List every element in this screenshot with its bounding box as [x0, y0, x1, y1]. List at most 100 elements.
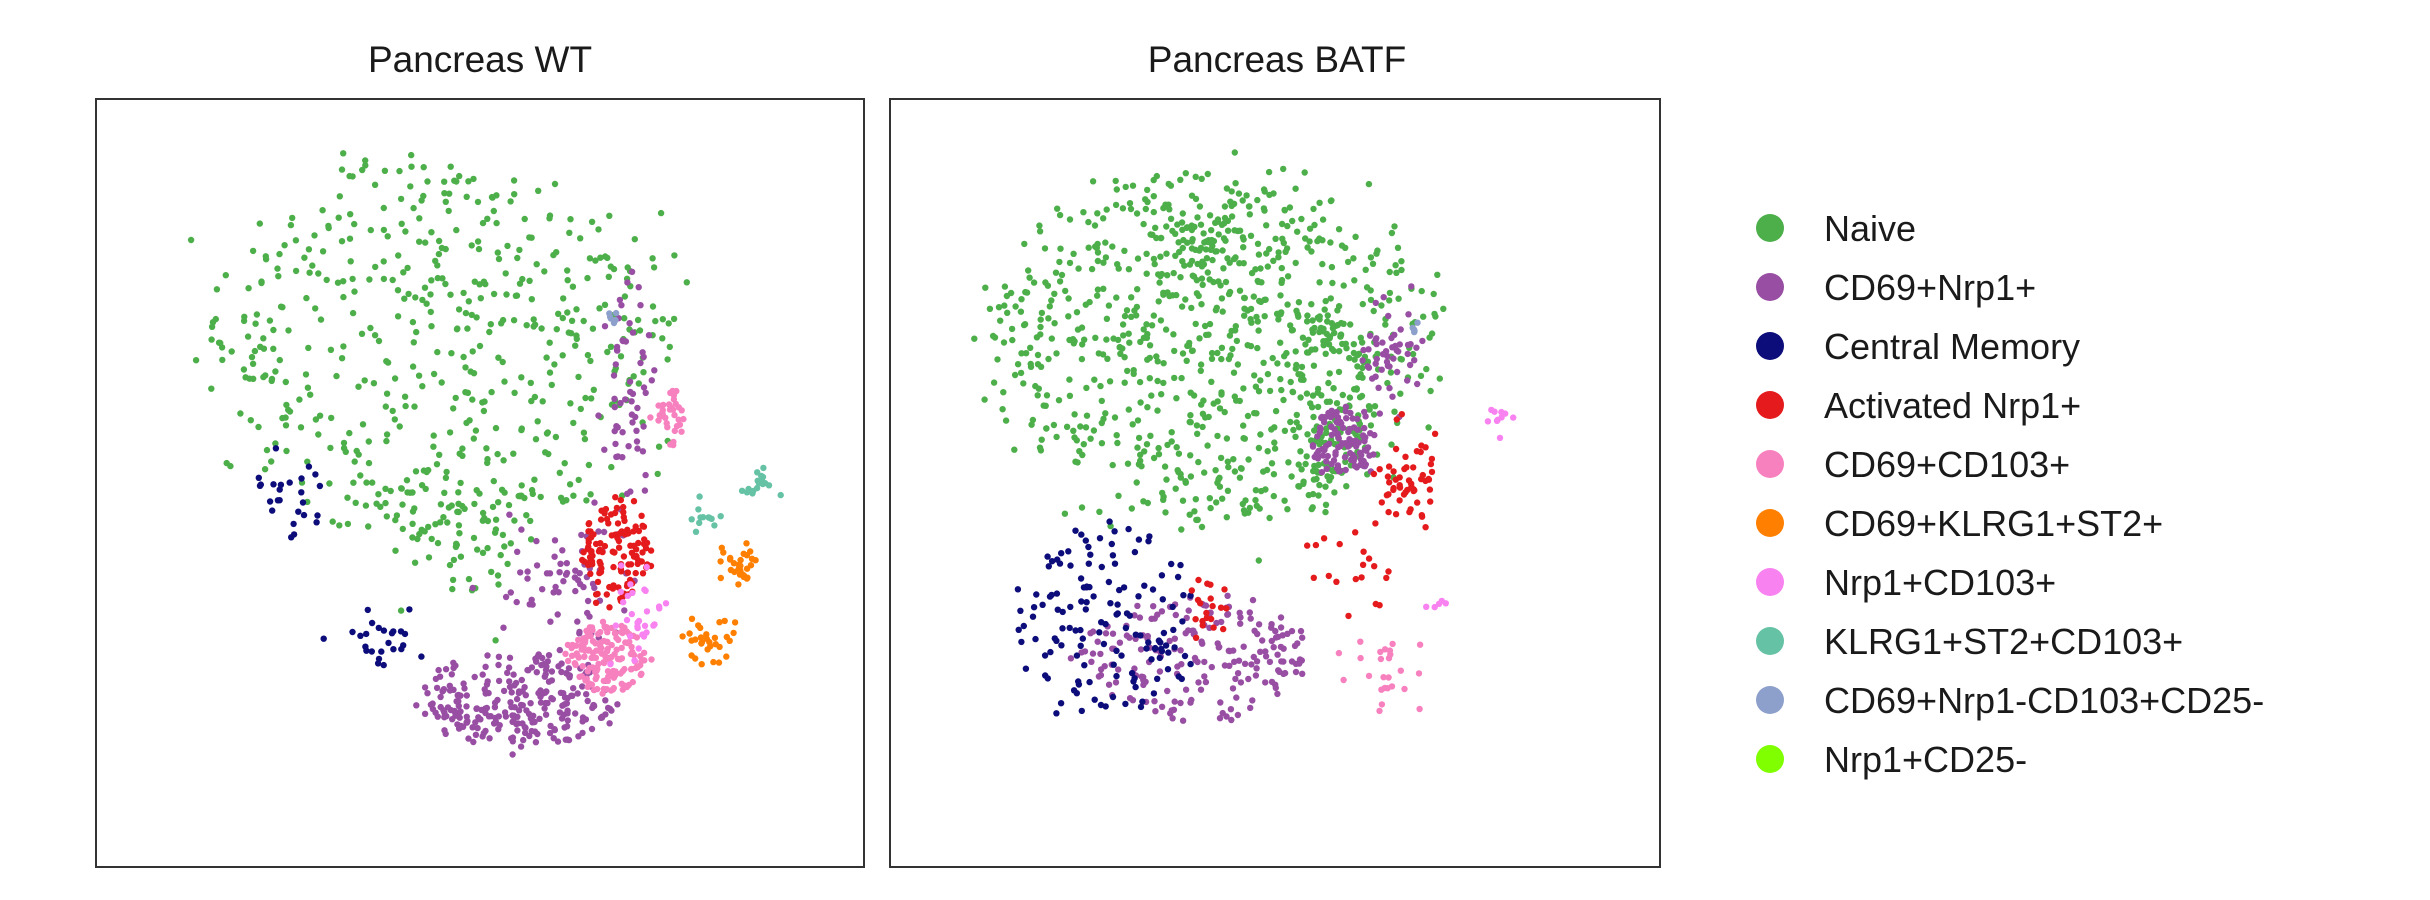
point-naive — [262, 256, 270, 263]
point-activated-nrp1- — [1404, 486, 1411, 494]
point-naive — [1065, 313, 1072, 320]
point-naive — [419, 383, 426, 390]
point-naive — [1264, 263, 1272, 270]
point-cd69-nrp1- — [508, 735, 515, 742]
point-cd69-nrp1- — [522, 724, 529, 732]
point-naive — [1277, 375, 1284, 383]
point-central-memory — [1073, 652, 1081, 659]
point-naive — [415, 372, 423, 379]
point-cd69-nrp1- — [619, 429, 626, 436]
point-cd69-nrp1- — [1171, 635, 1179, 642]
point-cd69-nrp1- — [442, 730, 449, 738]
point-central-memory — [1100, 640, 1108, 648]
point-central-memory — [1087, 551, 1094, 558]
point-naive — [1165, 180, 1172, 188]
point-naive — [357, 472, 364, 479]
point-naive — [640, 369, 647, 376]
point-naive — [456, 450, 463, 457]
point-naive — [1272, 235, 1279, 242]
point-naive — [1252, 487, 1260, 494]
point-naive — [1155, 444, 1162, 452]
point-central-memory — [363, 630, 370, 638]
point-cd69-nrp1- — [522, 692, 529, 699]
point-cd69-nrp1- — [1389, 393, 1396, 400]
point-naive — [430, 432, 437, 439]
point-naive — [438, 244, 446, 252]
point-naive — [382, 499, 389, 507]
point-naive — [1080, 441, 1088, 448]
point-naive — [437, 519, 444, 526]
point-naive — [572, 342, 579, 349]
point-naive — [448, 502, 455, 509]
point-activated-nrp1- — [1312, 541, 1320, 549]
point-cd69-nrp1- — [463, 692, 470, 699]
point-central-memory — [1165, 649, 1172, 656]
point-naive — [261, 466, 269, 473]
point-central-memory — [1111, 560, 1119, 567]
point-naive — [1241, 312, 1248, 319]
point-naive — [1284, 301, 1291, 308]
point-naive — [1261, 207, 1268, 214]
point-central-memory — [1085, 543, 1092, 551]
point-activated-nrp1- — [1392, 445, 1400, 453]
point-central-memory — [380, 627, 388, 634]
point-cd69-nrp1- — [508, 689, 515, 696]
point-naive — [1231, 227, 1238, 234]
point-naive — [1340, 282, 1347, 289]
point-naive — [1066, 392, 1074, 399]
point-naive — [1002, 417, 1010, 424]
point-naive — [399, 525, 406, 533]
point-naive — [1431, 310, 1438, 318]
point-cd69-cd103- — [660, 401, 667, 409]
point-central-memory — [1135, 536, 1143, 543]
point-naive — [1046, 303, 1054, 310]
point-naive — [327, 346, 335, 353]
point-naive — [307, 391, 314, 398]
point-cd69-nrp1- — [537, 687, 544, 694]
point-naive — [1366, 406, 1373, 413]
point-naive — [1241, 435, 1249, 442]
point-cd69-nrp1- — [1353, 464, 1361, 471]
point-naive — [315, 431, 322, 438]
point-naive — [1029, 416, 1037, 424]
point-naive — [380, 226, 388, 234]
point-naive — [990, 379, 998, 386]
point-naive — [1253, 502, 1261, 509]
point-naive — [655, 443, 663, 450]
point-central-memory — [1030, 604, 1038, 611]
point-cd69-nrp1- — [628, 411, 636, 418]
point-cd69-nrp1- — [1246, 609, 1254, 616]
point-naive — [1177, 176, 1184, 183]
point-naive — [437, 501, 445, 508]
point-cd69-klrg1-st2- — [731, 619, 739, 626]
point-naive — [409, 363, 417, 370]
point-central-memory — [1082, 537, 1090, 544]
point-naive — [425, 554, 433, 561]
point-naive — [1087, 435, 1094, 442]
point-cd69-klrg1-st2- — [692, 655, 699, 662]
point-cd69-nrp1- — [1277, 624, 1285, 631]
point-cd69-nrp1- — [1379, 339, 1386, 346]
scatter-plot-wt — [187, 150, 784, 758]
point-naive — [1284, 222, 1291, 230]
point-naive — [1128, 313, 1135, 320]
point-naive — [479, 399, 486, 406]
point-activated-nrp1- — [1365, 555, 1373, 562]
point-naive — [383, 513, 390, 520]
point-cd69-nrp1- — [1328, 423, 1335, 430]
point-central-memory — [1077, 575, 1085, 582]
point-cd69-klrg1-st2- — [721, 617, 728, 625]
point-klrg1-st2-cd103- — [696, 519, 703, 527]
point-cd69-cd103- — [599, 618, 607, 625]
point-naive — [1322, 297, 1329, 305]
point-cd69-nrp1- — [539, 586, 546, 593]
point-naive — [1386, 297, 1393, 304]
point-cd69-nrp1- — [1225, 647, 1233, 654]
point-naive — [1163, 250, 1170, 257]
point-activated-nrp1- — [1223, 605, 1230, 612]
point-activated-nrp1- — [639, 570, 647, 577]
point-cd69-nrp1- — [1087, 630, 1094, 637]
point-cd69-nrp1- — [482, 663, 489, 670]
point-cd69-nrp1- — [1067, 655, 1075, 662]
